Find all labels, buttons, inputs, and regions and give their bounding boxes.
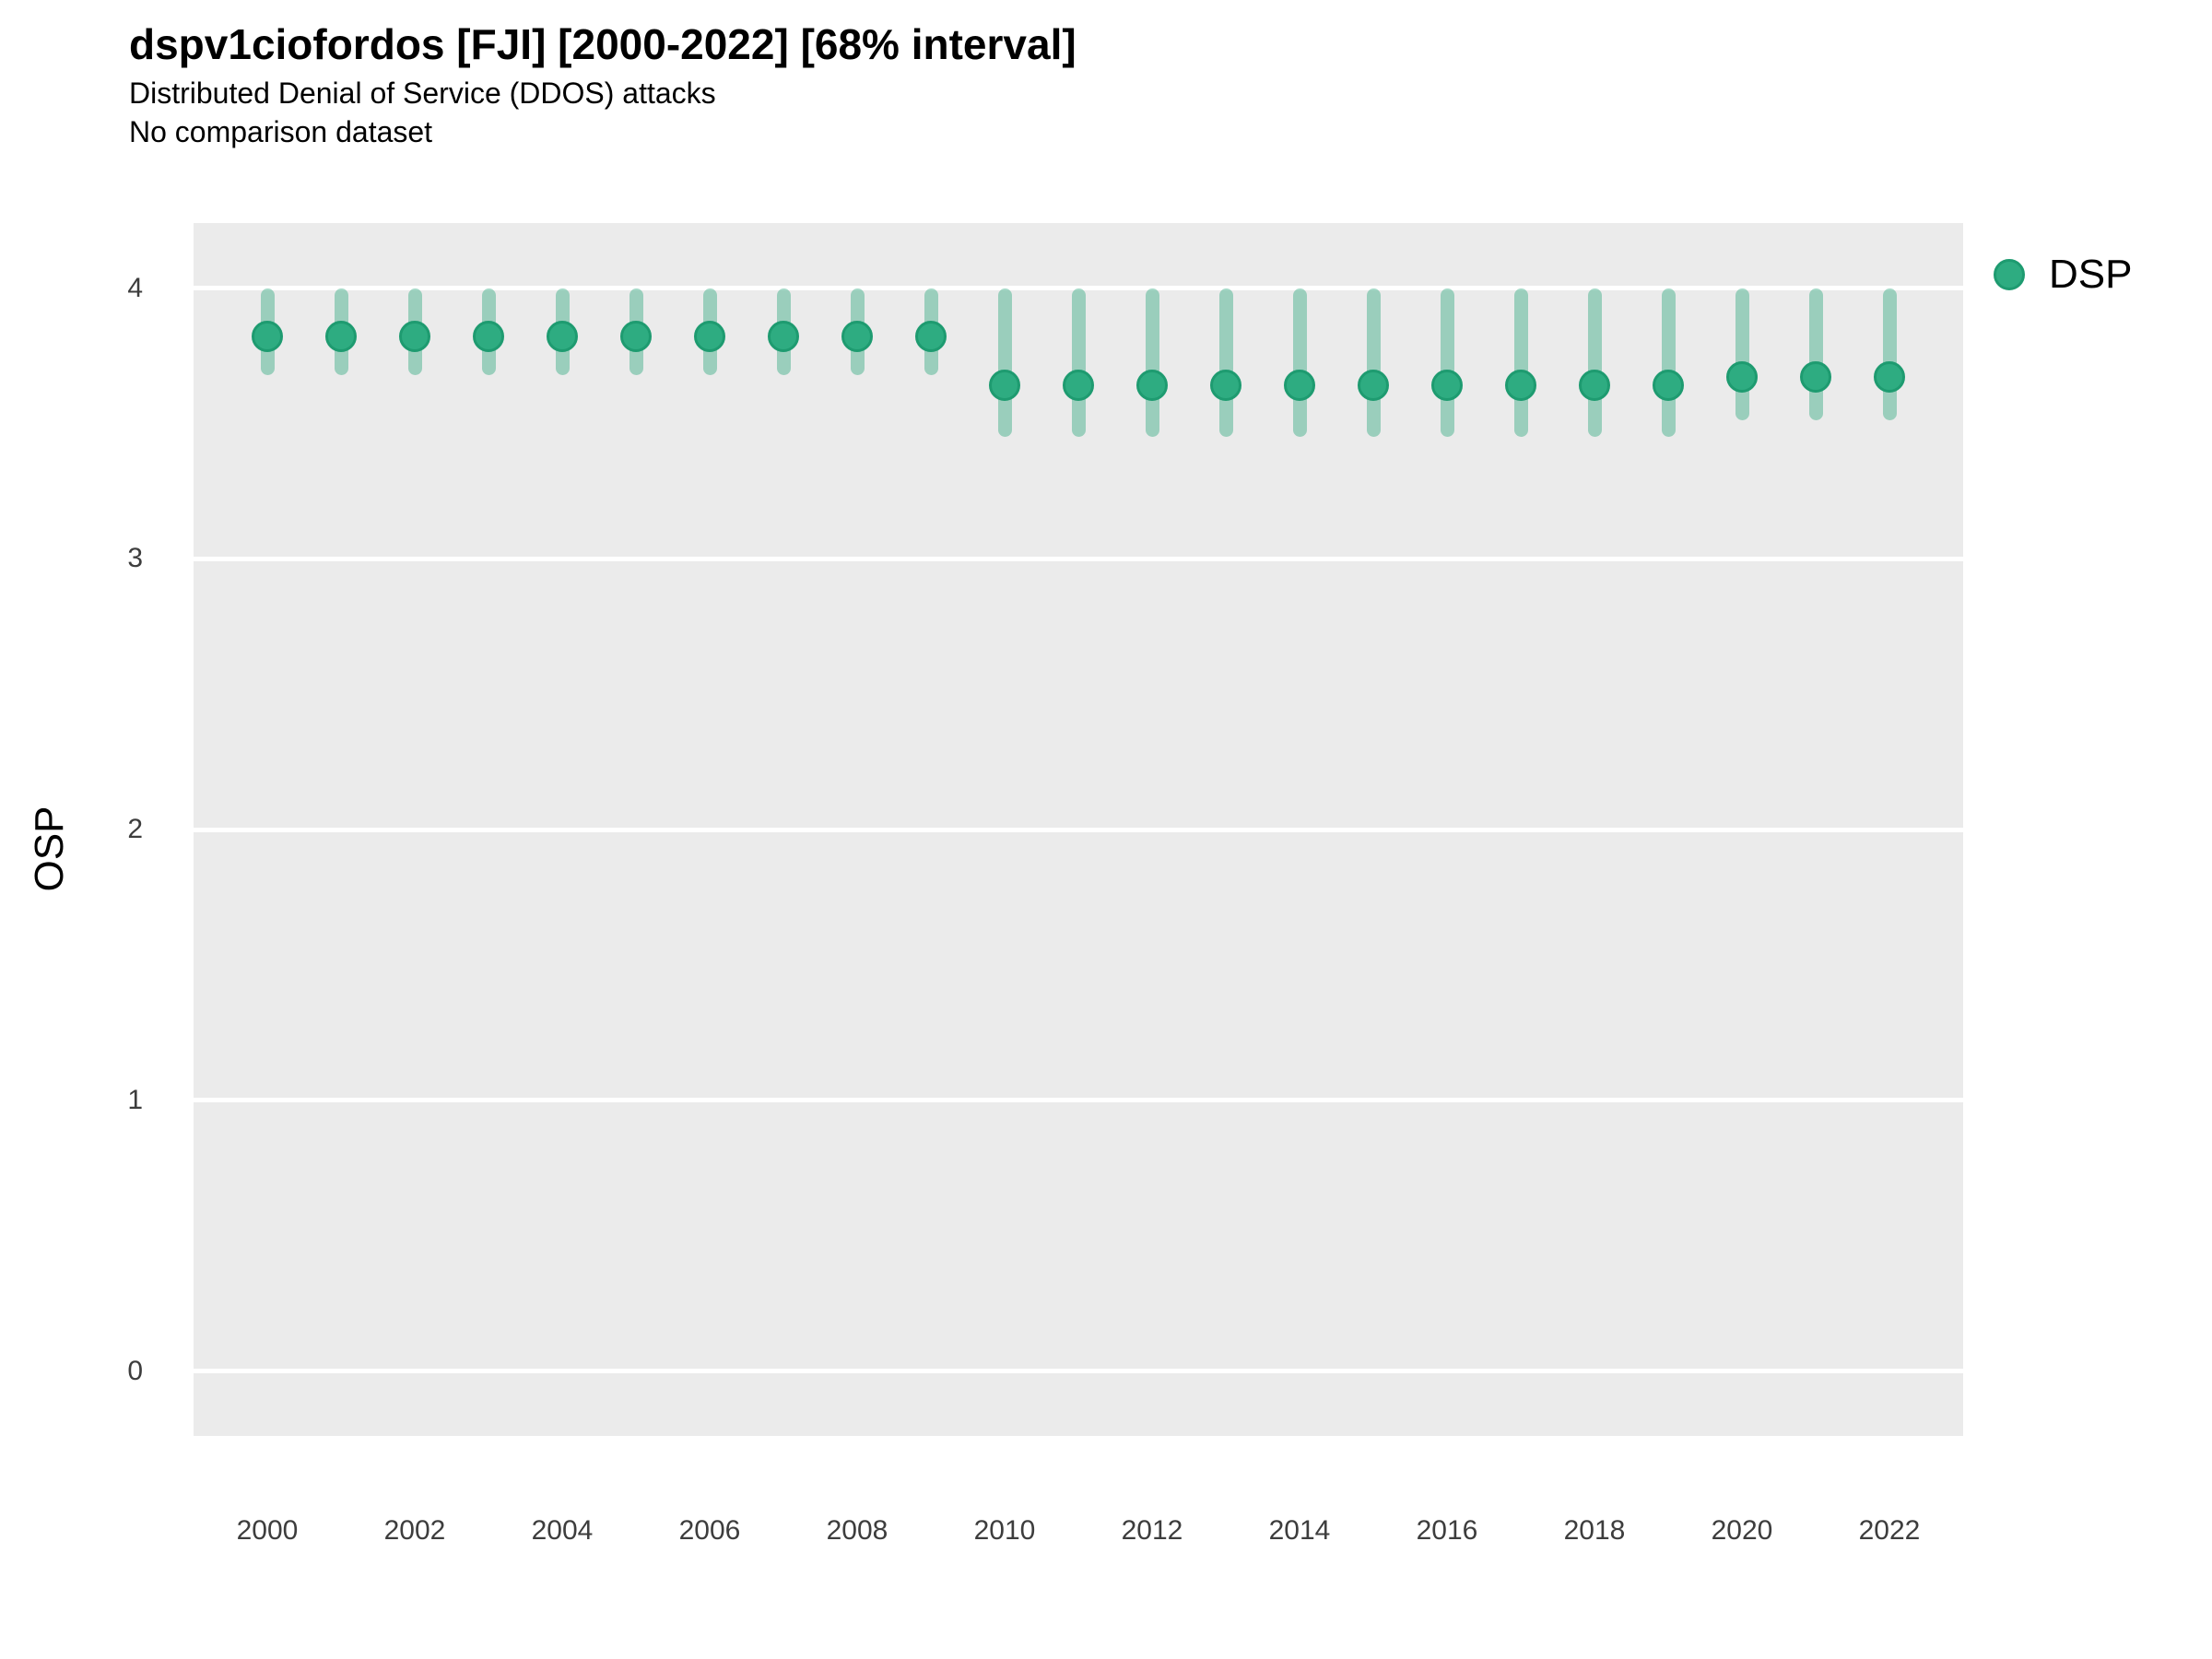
- y-tick-label-4: 4: [127, 272, 143, 303]
- y-tick-label-3: 3: [127, 543, 143, 574]
- gridline-y-0: [194, 1369, 1963, 1373]
- x-tick-label-2014: 2014: [1268, 1515, 1331, 1546]
- interval-bar-2015: [1366, 288, 1381, 438]
- x-tick-label-2016: 2016: [1416, 1515, 1478, 1546]
- y-tick-label-2: 2: [127, 814, 143, 844]
- data-point-2007[interactable]: [768, 321, 799, 353]
- interval-bar-2019: [1661, 288, 1676, 438]
- data-point-2010[interactable]: [989, 370, 1020, 402]
- data-point-2022[interactable]: [1874, 361, 1905, 394]
- data-point-2004[interactable]: [547, 321, 578, 353]
- comparison-note: No comparison dataset: [129, 115, 433, 148]
- interval-bar-2018: [1587, 288, 1602, 438]
- data-point-2006[interactable]: [694, 321, 725, 353]
- chart-header: dspv1ciofordos [FJI] [2000-2022] [68% in…: [129, 20, 1077, 149]
- data-point-2008[interactable]: [841, 321, 873, 353]
- data-point-2020[interactable]: [1726, 361, 1758, 394]
- data-point-2003[interactable]: [473, 321, 504, 353]
- data-point-2009[interactable]: [915, 321, 947, 353]
- data-point-2018[interactable]: [1579, 370, 1610, 402]
- data-point-2021[interactable]: [1800, 361, 1831, 394]
- interval-bar-2013: [1218, 288, 1233, 438]
- data-point-2016[interactable]: [1431, 370, 1463, 402]
- x-tick-label-2002: 2002: [383, 1515, 446, 1546]
- interval-bar-2020: [1735, 288, 1749, 421]
- interval-bar-2014: [1292, 288, 1307, 438]
- legend-marker-icon: [1994, 259, 2025, 290]
- y-tick-label-1: 1: [127, 1084, 143, 1115]
- x-tick-label-2006: 2006: [678, 1515, 741, 1546]
- data-point-2017[interactable]: [1505, 370, 1536, 402]
- interval-bar-2010: [997, 288, 1012, 438]
- legend-label: DSP: [2049, 252, 2133, 297]
- data-point-2001[interactable]: [325, 321, 357, 353]
- interval-bar-2011: [1071, 288, 1086, 438]
- data-point-2014[interactable]: [1284, 370, 1315, 402]
- interval-bar-2017: [1513, 288, 1528, 438]
- data-point-2002[interactable]: [399, 321, 430, 353]
- gridline-y-3: [194, 556, 1963, 561]
- legend: DSP: [1994, 254, 2132, 295]
- x-tick-label-2018: 2018: [1563, 1515, 1626, 1546]
- gridline-y-1: [194, 1098, 1963, 1103]
- x-tick-label-2008: 2008: [826, 1515, 888, 1546]
- chart-title: dspv1ciofordos [FJI] [2000-2022] [68% in…: [129, 20, 1077, 68]
- interval-bar-2021: [1808, 288, 1823, 421]
- gridline-y-4: [194, 286, 1963, 290]
- x-tick-label-2010: 2010: [973, 1515, 1036, 1546]
- data-point-2011[interactable]: [1063, 370, 1094, 402]
- x-tick-label-2012: 2012: [1121, 1515, 1183, 1546]
- x-tick-label-2004: 2004: [531, 1515, 594, 1546]
- data-point-2005[interactable]: [620, 321, 652, 353]
- x-tick-label-2022: 2022: [1858, 1515, 1921, 1546]
- interval-bar-2022: [1882, 288, 1897, 421]
- x-tick-label-2000: 2000: [236, 1515, 299, 1546]
- data-point-2012[interactable]: [1136, 370, 1168, 402]
- x-tick-label-2020: 2020: [1711, 1515, 1773, 1546]
- data-point-2013[interactable]: [1210, 370, 1241, 402]
- interval-bar-2016: [1440, 288, 1454, 438]
- data-point-2015[interactable]: [1358, 370, 1389, 402]
- data-point-2019[interactable]: [1653, 370, 1684, 402]
- chart-subtitle: Distributed Denial of Service (DDOS) att…: [129, 76, 716, 110]
- y-tick-label-0: 0: [127, 1355, 143, 1386]
- interval-bar-2012: [1145, 288, 1159, 438]
- plot-panel: [194, 223, 1963, 1436]
- data-point-2000[interactable]: [252, 321, 283, 353]
- gridline-y-2: [194, 827, 1963, 832]
